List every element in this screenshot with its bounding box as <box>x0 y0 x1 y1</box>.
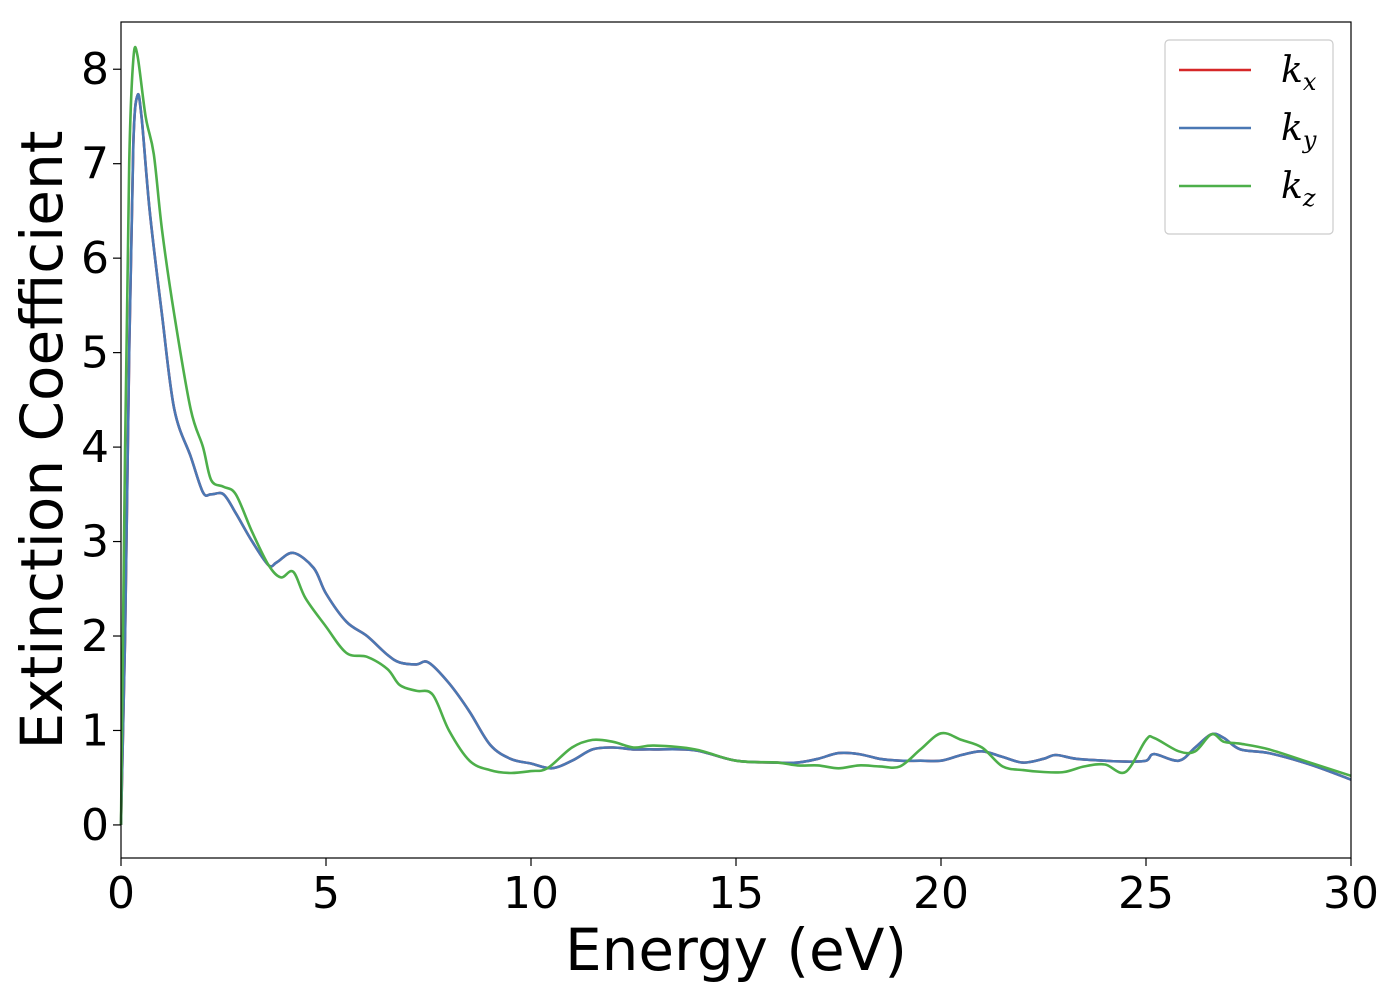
x-tick-label: 0 <box>107 868 135 919</box>
x-tick-label: 25 <box>1118 868 1174 919</box>
series-layer <box>119 45 1352 825</box>
x-tick-label: 30 <box>1323 868 1379 919</box>
y-axis-label: Extinction Coefficient <box>8 131 76 750</box>
series-line-z <box>119 45 1352 825</box>
y-tick-label: 5 <box>81 328 109 379</box>
y-tick-label: 2 <box>81 611 109 662</box>
x-axis-ticks: 0 5 10 15 20 25 30 <box>107 858 1379 919</box>
y-tick-label: 3 <box>81 517 109 568</box>
x-axis-label: Energy (eV) <box>565 916 907 984</box>
series-line-y <box>119 92 1352 825</box>
x-tick-label: 10 <box>503 868 559 919</box>
y-tick-label: 4 <box>81 422 109 473</box>
x-tick-label: 20 <box>913 868 969 919</box>
y-tick-label: 7 <box>81 139 109 190</box>
y-axis-ticks: 0 1 2 3 4 5 6 7 8 <box>81 44 121 851</box>
y-tick-label: 0 <box>81 800 109 851</box>
y-tick-label: 1 <box>81 705 109 756</box>
x-tick-label: 15 <box>708 868 764 919</box>
y-tick-label: 6 <box>81 233 109 284</box>
y-tick-label: 8 <box>81 44 109 95</box>
legend-label-x: kx <box>1281 50 1317 96</box>
x-tick-label: 5 <box>312 868 340 919</box>
